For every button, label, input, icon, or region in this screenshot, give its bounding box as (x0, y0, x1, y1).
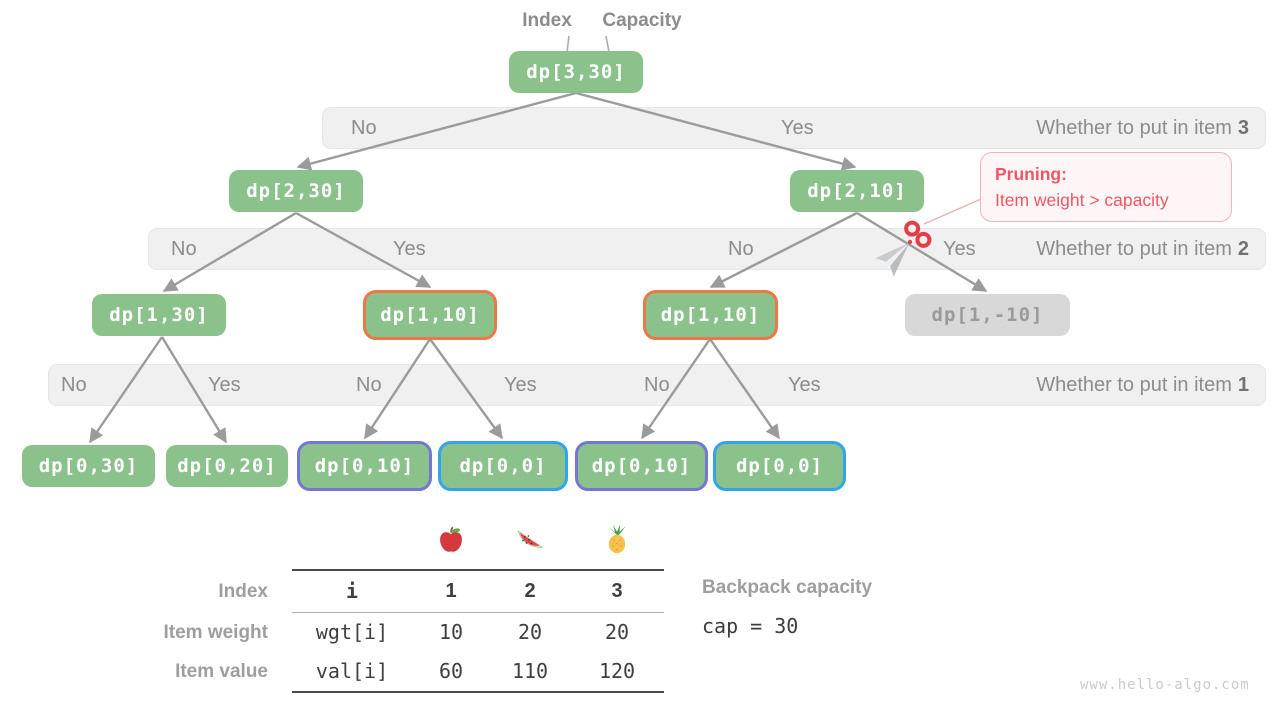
choice-label: Yes (504, 374, 537, 396)
choice-label: No (171, 238, 197, 260)
table-rule-middle (292, 612, 664, 613)
table-row-label: Item weight (163, 622, 268, 643)
table-cell: 20 (604, 620, 630, 644)
table-row-label: Index (218, 581, 268, 602)
tree-node-highlight-blue: dp[0,0] (438, 441, 568, 491)
band-question-text: Whether to put in item (1036, 117, 1232, 139)
pruning-title: Pruning: (995, 164, 1067, 184)
pruning-body: Item weight > capacity (995, 190, 1169, 210)
choice-label: No (644, 374, 670, 396)
capacity-pointer-label: Capacity (602, 10, 682, 31)
band-question-number: 1 (1237, 374, 1249, 396)
table-cell: i (345, 579, 359, 603)
decision-band-item2: No Yes No Yes Whether to put in item 2 (148, 228, 1266, 270)
pointer-lines (566, 35, 610, 53)
tree-node: dp[2,10] (790, 170, 924, 212)
tree-node-highlight-orange: dp[1,10] (363, 290, 497, 340)
choice-label: No (356, 374, 382, 396)
table-cell: 2 (524, 580, 536, 602)
table-cell: 1 (445, 580, 457, 602)
table-cell: 3 (611, 580, 623, 602)
backpack-capacity-value: cap = 30 (702, 614, 799, 638)
table-row-value: val[i] 60 110 120 (292, 652, 664, 691)
fruit-icon-row (292, 508, 664, 554)
decision-band-item1: No Yes No Yes No Yes Whether to put in i… (48, 364, 1266, 406)
band-question-number: 3 (1237, 117, 1249, 139)
index-pointer-label: Index (522, 10, 572, 31)
table-cell: wgt[i] (315, 620, 389, 644)
table-cell: 20 (517, 620, 543, 644)
table-cell: 110 (511, 659, 549, 683)
band-question: Whether to put in item 1 (1036, 365, 1249, 405)
tree-node-highlight-purple: dp[0,10] (575, 441, 708, 491)
tree-node-highlight-orange: dp[1,10] (643, 290, 778, 340)
watermark: www.hello-algo.com (1080, 677, 1250, 693)
band-question: Whether to put in item 2 (1036, 229, 1249, 269)
table-row-label: Item value (175, 661, 268, 682)
table-cell: val[i] (315, 659, 389, 683)
pruning-callout: Pruning: Item weight > capacity (980, 152, 1232, 222)
choice-label: No (728, 238, 754, 260)
decision-band-item3: No Yes Whether to put in item 3 (322, 107, 1266, 149)
tree-node-root: dp[3,30] (509, 51, 643, 93)
tree-node-invalid: dp[1,-10] (905, 294, 1070, 336)
band-question: Whether to put in item 3 (1036, 108, 1249, 148)
band-question-number: 2 (1237, 238, 1249, 260)
table-row-weight: wgt[i] 10 20 20 (292, 613, 664, 652)
apple-icon (440, 526, 462, 552)
band-question-text: Whether to put in item (1036, 374, 1232, 396)
tree-node: dp[0,30] (22, 445, 155, 487)
tree-node: dp[0,20] (166, 445, 288, 487)
choice-label: Yes (788, 374, 821, 396)
choice-label: Yes (208, 374, 241, 396)
backpack-capacity-label: Backpack capacity (702, 577, 873, 598)
table-cell: 10 (438, 620, 464, 644)
table-cell: 60 (438, 659, 464, 683)
tree-node: dp[1,30] (92, 294, 226, 336)
pineapple-icon (608, 524, 626, 554)
choice-label: Yes (781, 117, 814, 139)
table-rule-bottom (292, 691, 664, 693)
table-cell: 120 (598, 659, 636, 683)
choice-label: No (351, 117, 377, 139)
watermelon-icon (518, 530, 543, 548)
tree-node: dp[2,30] (229, 170, 363, 212)
pruning-connector-line (923, 198, 982, 225)
choice-label: No (61, 374, 87, 396)
table-rule-top (292, 569, 664, 571)
tree-node-highlight-blue: dp[0,0] (713, 441, 846, 491)
tree-node-highlight-purple: dp[0,10] (297, 441, 432, 491)
choice-label: Yes (393, 238, 426, 260)
table-row-index: i 1 2 3 (292, 571, 664, 612)
band-question-text: Whether to put in item (1036, 238, 1232, 260)
choice-label: Yes (943, 238, 976, 260)
